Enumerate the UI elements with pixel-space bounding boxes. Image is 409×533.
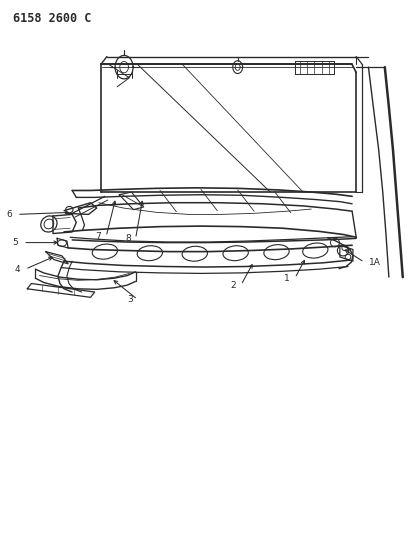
Text: 2: 2 (230, 280, 236, 289)
Text: 5: 5 (13, 238, 18, 247)
Text: 3: 3 (127, 295, 133, 304)
Text: 6: 6 (7, 210, 12, 219)
Text: 6158 2600 C: 6158 2600 C (13, 12, 91, 26)
Text: 4: 4 (15, 265, 20, 273)
Text: 7: 7 (95, 232, 101, 241)
Text: 1A: 1A (369, 258, 380, 266)
Text: 8: 8 (125, 235, 130, 244)
Text: 1: 1 (283, 273, 289, 282)
